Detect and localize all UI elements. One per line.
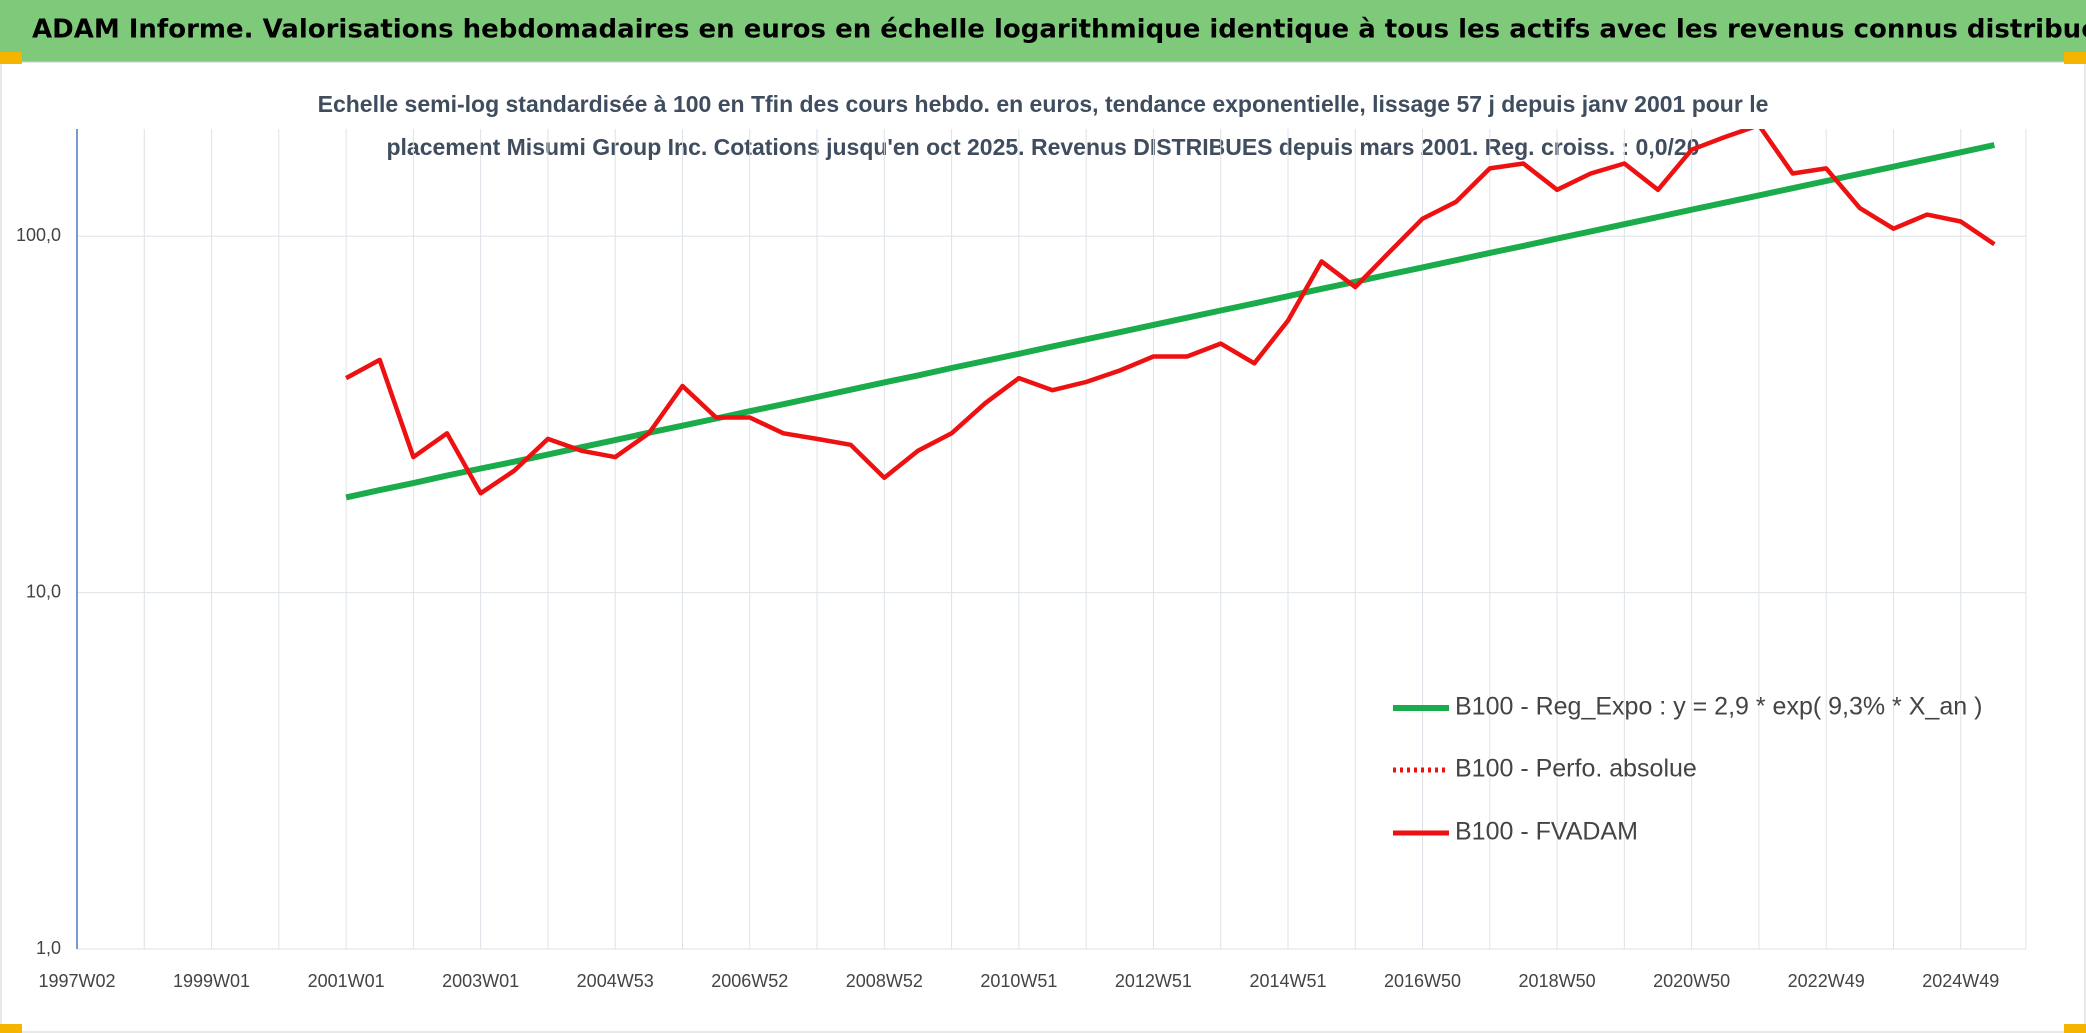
- frame: [0, 61, 2086, 1033]
- chart-subtitle: placement Misumi Group Inc. Cotations ju…: [386, 134, 1699, 160]
- x-tick-label: 2001W01: [308, 971, 385, 991]
- x-tick-label: 2022W49: [1788, 971, 1865, 991]
- x-tick-label: 2014W51: [1249, 971, 1326, 991]
- y-tick-label: 10,0: [26, 581, 61, 601]
- series-line: [345, 129, 1996, 496]
- x-tick-label: 1997W02: [38, 971, 115, 991]
- chart-title: ADAM Informe. Valorisations hebdomadaire…: [32, 15, 2086, 45]
- x-tick-label: 2008W52: [846, 971, 923, 991]
- corner: [0, 52, 22, 64]
- x-tick-label: 2012W51: [1115, 971, 1192, 991]
- corner: [2064, 52, 2086, 64]
- x-tick-label: 2024W49: [1922, 971, 1999, 991]
- x-tick-label: 2006W52: [711, 971, 788, 991]
- x-tick-label: 2020W50: [1653, 971, 1730, 991]
- corner: [2064, 1024, 2086, 1033]
- header-band: [0, 0, 2086, 62]
- plot-area: [345, 129, 1996, 501]
- legend-label: B100 - Perfo. absolue: [1455, 755, 1697, 783]
- x-tick-label: 1999W01: [173, 971, 250, 991]
- x-tick-label: 2004W53: [577, 971, 654, 991]
- y-tick-label: 1,0: [36, 938, 61, 958]
- legend-label: B100 - Reg_Expo : y = 2,9 * exp( 9,3% * …: [1455, 693, 1982, 721]
- x-tick-label: 2010W51: [980, 971, 1057, 991]
- legend-label: B100 - FVADAM: [1455, 818, 1638, 846]
- x-tick-label: 2018W50: [1519, 971, 1596, 991]
- corner: [0, 1024, 22, 1033]
- chart-subtitle: Echelle semi-log standardisée à 100 en T…: [318, 91, 1769, 117]
- x-tick-label: 2003W01: [442, 971, 519, 991]
- y-tick-label: 100,0: [16, 225, 61, 245]
- series-line: [345, 142, 1996, 501]
- x-tick-label: 2016W50: [1384, 971, 1461, 991]
